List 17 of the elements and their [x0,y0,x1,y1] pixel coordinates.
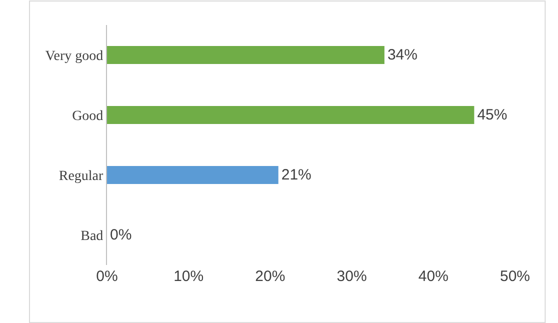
y-tick-label: Bad [80,228,104,244]
data-label: 45% [477,106,508,124]
y-tick-label: Good [72,108,104,124]
y-tick-label: Regular [58,168,104,184]
data-label: 21% [281,166,312,184]
bar [107,166,278,184]
bar [107,46,384,64]
data-label: 0% [110,226,132,244]
x-tick-label: 20% [255,268,286,285]
x-tick-label: 30% [336,268,367,285]
x-tick-label: 40% [418,268,448,285]
x-tick-label: 10% [174,268,204,285]
x-tick-label: 0% [96,268,118,285]
bar [107,106,474,124]
data-label: 34% [387,46,418,64]
y-tick-label: Very good [45,48,104,64]
x-tick-label: 50% [500,268,530,285]
